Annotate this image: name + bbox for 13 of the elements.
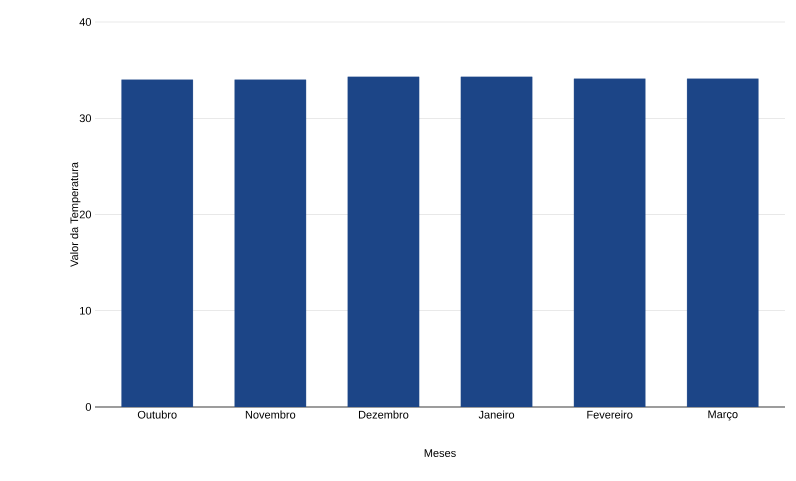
y-tick-label: 0 (86, 403, 92, 411)
y-tick-label: 10 (80, 306, 92, 315)
x-axis-title: Meses (424, 449, 456, 457)
y-axis-title: Valor da Temperatura (70, 162, 80, 267)
x-tick-label: Dezembro (358, 410, 408, 419)
y-tick-label: 30 (80, 114, 92, 122)
y-tick-label: 20 (80, 210, 92, 218)
x-tick-label: Outubro (138, 410, 177, 419)
x-tick-label: Fevereiro (587, 410, 632, 419)
x-tick-label: Janeiro (478, 410, 514, 419)
x-tick-label: Novembro (246, 410, 296, 419)
x-tick-label: Março (708, 410, 738, 420)
y-tick-label: 40 (79, 18, 92, 26)
